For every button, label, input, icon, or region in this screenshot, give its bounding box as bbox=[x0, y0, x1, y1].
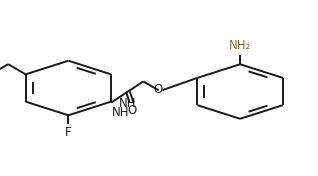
Text: NH: NH bbox=[119, 97, 136, 110]
Text: F: F bbox=[65, 126, 72, 139]
Text: NH: NH bbox=[112, 106, 129, 118]
Text: O: O bbox=[127, 104, 136, 117]
Text: O: O bbox=[154, 83, 163, 96]
Text: NH₂: NH₂ bbox=[229, 39, 251, 52]
